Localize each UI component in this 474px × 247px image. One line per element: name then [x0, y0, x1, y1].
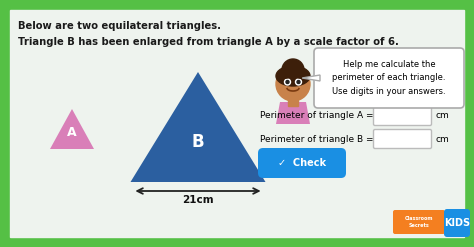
Text: Perimeter of triangle A =: Perimeter of triangle A = [260, 111, 374, 121]
Circle shape [282, 59, 304, 81]
FancyBboxPatch shape [374, 106, 431, 125]
Text: cm: cm [436, 135, 450, 144]
Ellipse shape [276, 66, 310, 86]
FancyBboxPatch shape [314, 48, 464, 108]
Text: Below are two equilateral triangles.: Below are two equilateral triangles. [18, 21, 221, 31]
Text: 21cm: 21cm [182, 195, 214, 205]
FancyBboxPatch shape [374, 129, 431, 148]
Text: Perimeter of triangle B =: Perimeter of triangle B = [260, 135, 374, 144]
FancyBboxPatch shape [258, 148, 346, 178]
Polygon shape [50, 109, 94, 149]
Circle shape [284, 79, 291, 85]
FancyBboxPatch shape [393, 210, 445, 234]
Polygon shape [302, 75, 320, 81]
Text: KIDS: KIDS [444, 218, 470, 228]
Text: Classroom
Secrets: Classroom Secrets [405, 216, 433, 227]
Text: Help me calculate the
perimeter of each triangle.
Use digits in your answers.: Help me calculate the perimeter of each … [332, 60, 446, 96]
Circle shape [276, 67, 310, 101]
Circle shape [286, 81, 289, 83]
Circle shape [295, 79, 301, 85]
Text: cm: cm [436, 111, 450, 121]
Text: B: B [191, 133, 204, 151]
Text: ✓  Check: ✓ Check [278, 158, 326, 168]
Polygon shape [276, 102, 310, 124]
Polygon shape [130, 72, 265, 182]
Text: A: A [67, 126, 77, 140]
Circle shape [297, 81, 300, 83]
Bar [288, 100, 298, 106]
FancyBboxPatch shape [444, 209, 470, 237]
Text: Triangle B has been enlarged from triangle A by a scale factor of 6.: Triangle B has been enlarged from triang… [18, 37, 399, 47]
